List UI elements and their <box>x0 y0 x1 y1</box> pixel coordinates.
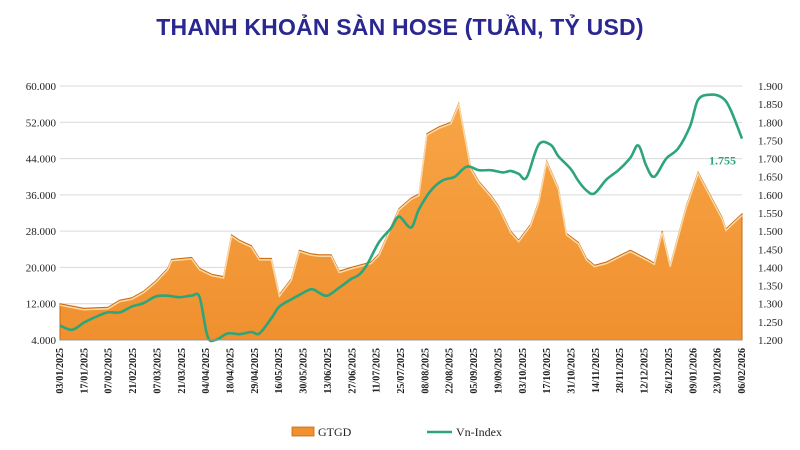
x-tick-label: 05/09/2025 <box>469 348 480 394</box>
x-tick-label: 04/04/2025 <box>201 348 212 394</box>
vnindex-last-value-label: 1.755 <box>709 154 736 168</box>
y-left-tick-label: 20.000 <box>26 262 57 274</box>
y-right-tick-label: 1.700 <box>758 154 783 166</box>
y-axis-right: 1.200 1.250 1.300 1.350 1.400 1.450 1.500 1.550… <box>758 81 783 347</box>
y-left-tick-label: 4.000 <box>31 335 56 347</box>
y-axis-left: 4.000 12.000 20.000 28.000 36.000 44.000 52.00… <box>26 81 57 347</box>
x-tick-label: 31/10/2025 <box>567 348 578 394</box>
gtgd-area-layer <box>59 101 743 341</box>
y-right-tick-label: 1.400 <box>758 262 783 274</box>
x-tick-label: 09/01/2026 <box>688 348 699 394</box>
y-left-tick-label: 36.000 <box>26 190 57 202</box>
y-right-tick-label: 1.900 <box>758 81 783 93</box>
y-right-tick-label: 1.750 <box>758 135 783 147</box>
y-right-tick-label: 1.450 <box>758 244 783 256</box>
x-tick-label: 13/06/2025 <box>323 348 334 394</box>
x-tick-label: 21/02/2025 <box>128 348 139 394</box>
x-tick-label: 06/02/2026 <box>737 348 748 394</box>
x-tick-label: 17/10/2025 <box>542 348 553 394</box>
x-tick-label: 12/12/2025 <box>640 348 651 394</box>
y-right-tick-label: 1.850 <box>758 99 783 111</box>
y-right-tick-label: 1.550 <box>758 208 783 220</box>
y-left-tick-label: 60.000 <box>26 81 57 93</box>
x-tick-label: 23/01/2026 <box>713 348 724 394</box>
legend-gtgd-label: GTGD <box>318 425 352 439</box>
y-right-tick-label: 1.500 <box>758 226 783 238</box>
y-right-tick-label: 1.800 <box>758 117 783 129</box>
y-right-tick-label: 1.650 <box>758 172 783 184</box>
y-right-tick-label: 1.250 <box>758 317 783 329</box>
vnindex-line-layer <box>59 93 744 343</box>
x-tick-label: 30/05/2025 <box>299 348 310 394</box>
x-tick-label: 25/07/2025 <box>396 348 407 394</box>
x-tick-label: 19/09/2025 <box>493 348 504 394</box>
x-tick-label: 07/03/2025 <box>152 348 163 394</box>
x-tick-label: 29/04/2025 <box>250 348 261 394</box>
x-axis: 03/01/2025 17/01/2025 07/02/2025 21/02/2025… <box>55 339 748 394</box>
gtgd-area-edge <box>59 102 743 311</box>
x-tick-label: 08/08/2025 <box>420 348 431 394</box>
x-tick-label: 11/07/2025 <box>372 348 383 393</box>
legend-gtgd-swatch <box>291 426 315 437</box>
x-tick-label: 07/02/2025 <box>104 348 115 394</box>
x-tick-label: 03/01/2025 <box>55 348 66 394</box>
chart-title: THANH KHOẢN SÀN HOSE (TUẦN, TỶ USD) <box>156 14 644 40</box>
x-tick-label: 27/06/2025 <box>347 348 358 394</box>
x-tick-label: 03/10/2025 <box>518 348 529 394</box>
gtgd-area <box>59 101 743 341</box>
y-right-tick-label: 1.200 <box>758 335 783 347</box>
y-left-tick-label: 12.000 <box>26 299 57 311</box>
y-right-tick-label: 1.350 <box>758 281 783 293</box>
y-right-tick-label: 1.300 <box>758 299 783 311</box>
vnindex-line <box>59 93 744 343</box>
x-tick-label: 18/04/2025 <box>226 348 237 394</box>
legend: GTGD Vn-Index <box>291 425 502 439</box>
y-left-tick-label: 52.000 <box>26 117 57 129</box>
x-tick-label: 22/08/2025 <box>445 348 456 394</box>
x-tick-label: 14/11/2025 <box>591 348 602 393</box>
y-right-tick-label: 1.600 <box>758 190 783 202</box>
x-tick-label: 28/11/2025 <box>615 348 626 393</box>
x-tick-label: 21/03/2025 <box>177 348 188 394</box>
x-tick-label: 26/12/2025 <box>664 348 675 394</box>
legend-vnindex-label: Vn-Index <box>456 425 502 439</box>
y-left-tick-label: 28.000 <box>26 226 57 238</box>
x-tick-label: 16/05/2025 <box>274 348 285 394</box>
y-left-tick-label: 44.000 <box>26 154 57 166</box>
x-tick-label: 17/01/2025 <box>79 348 90 394</box>
annotations: 1.755 <box>709 154 736 168</box>
